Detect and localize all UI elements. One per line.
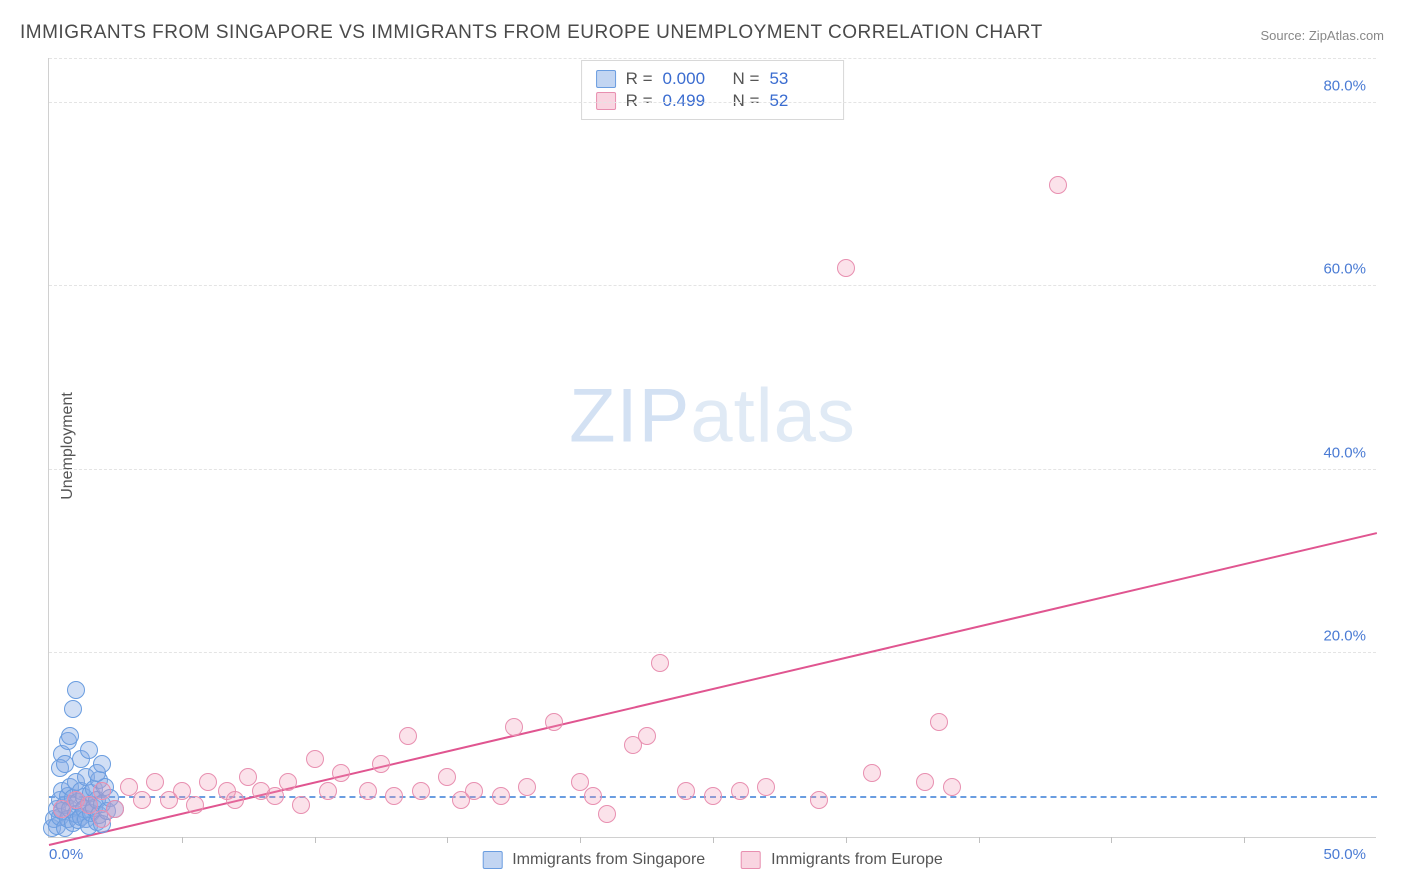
n-value-singapore: 53 <box>769 69 829 89</box>
gridline <box>49 469 1376 470</box>
data-point-europe <box>518 778 536 796</box>
data-point-europe <box>133 791 151 809</box>
data-point-europe <box>359 782 377 800</box>
data-point-singapore <box>64 700 82 718</box>
gridline <box>49 285 1376 286</box>
data-point-europe <box>943 778 961 796</box>
data-point-europe <box>492 787 510 805</box>
legend-label-singapore: Immigrants from Singapore <box>512 851 705 869</box>
chart-title: IMMIGRANTS FROM SINGAPORE VS IMMIGRANTS … <box>20 22 1043 44</box>
data-point-europe <box>731 782 749 800</box>
gridline <box>49 102 1376 103</box>
data-point-singapore <box>93 755 111 773</box>
data-point-europe <box>332 764 350 782</box>
data-point-europe <box>372 755 390 773</box>
x-tick-mark <box>979 837 980 843</box>
x-tick-mark <box>1111 837 1112 843</box>
data-point-europe <box>279 773 297 791</box>
y-tick-label: 40.0% <box>1323 444 1366 461</box>
x-axis-min: 0.0% <box>49 846 83 863</box>
x-axis-max: 50.0% <box>1323 846 1366 863</box>
x-tick-mark <box>182 837 183 843</box>
x-tick-mark <box>713 837 714 843</box>
data-point-europe <box>399 727 417 745</box>
watermark-atlas: atlas <box>690 374 856 459</box>
watermark-zip: ZIP <box>569 374 690 459</box>
data-point-singapore <box>67 681 85 699</box>
swatch-pink-icon <box>741 851 761 869</box>
swatch-blue-icon <box>596 70 616 88</box>
data-point-europe <box>93 782 111 800</box>
legend-stats: R = 0.000 N = 53 R = 0.499 N = 52 <box>581 60 845 120</box>
x-tick-mark <box>580 837 581 843</box>
data-point-europe <box>412 782 430 800</box>
swatch-blue-icon <box>482 851 502 869</box>
data-point-europe <box>438 768 456 786</box>
watermark: ZIPatlas <box>569 373 856 460</box>
x-tick-mark <box>1244 837 1245 843</box>
data-point-europe <box>757 778 775 796</box>
y-tick-label: 60.0% <box>1323 261 1366 278</box>
data-point-europe <box>598 805 616 823</box>
data-point-europe <box>186 796 204 814</box>
source-attribution: Source: ZipAtlas.com <box>1260 28 1384 43</box>
data-point-europe <box>505 718 523 736</box>
x-tick-mark <box>447 837 448 843</box>
gridline <box>49 652 1376 653</box>
data-point-europe <box>146 773 164 791</box>
data-point-europe <box>584 787 602 805</box>
data-point-europe <box>1049 176 1067 194</box>
data-point-europe <box>199 773 217 791</box>
data-point-europe <box>306 750 324 768</box>
data-point-europe <box>226 791 244 809</box>
legend-item: Immigrants from Europe <box>741 851 943 869</box>
y-tick-label: 80.0% <box>1323 77 1366 94</box>
data-point-europe <box>863 764 881 782</box>
legend-stats-row: R = 0.000 N = 53 <box>596 69 830 89</box>
data-point-europe <box>837 259 855 277</box>
data-point-europe <box>319 782 337 800</box>
n-label: N = <box>733 69 760 89</box>
legend-item: Immigrants from Singapore <box>482 851 705 869</box>
y-tick-label: 20.0% <box>1323 628 1366 645</box>
data-point-europe <box>930 713 948 731</box>
gridline <box>49 58 1376 59</box>
r-value-singapore: 0.000 <box>663 69 723 89</box>
data-point-europe <box>651 654 669 672</box>
legend-label-europe: Immigrants from Europe <box>771 851 943 869</box>
data-point-europe <box>916 773 934 791</box>
data-point-europe <box>810 791 828 809</box>
data-point-europe <box>93 810 111 828</box>
data-point-singapore <box>61 727 79 745</box>
data-point-europe <box>465 782 483 800</box>
plot-area: ZIPatlas R = 0.000 N = 53 R = 0.499 N = … <box>48 58 1376 838</box>
data-point-europe <box>677 782 695 800</box>
legend-series: Immigrants from Singapore Immigrants fro… <box>482 851 943 869</box>
data-point-europe <box>292 796 310 814</box>
r-label: R = <box>626 69 653 89</box>
x-tick-mark <box>846 837 847 843</box>
data-point-europe <box>385 787 403 805</box>
data-point-europe <box>704 787 722 805</box>
data-point-europe <box>545 713 563 731</box>
data-point-europe <box>638 727 656 745</box>
data-point-europe <box>266 787 284 805</box>
x-tick-mark <box>315 837 316 843</box>
